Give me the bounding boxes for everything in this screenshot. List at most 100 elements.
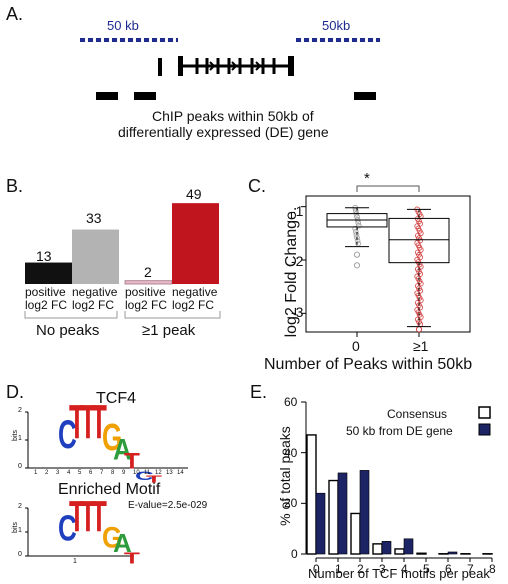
bar xyxy=(403,538,414,555)
logo-letter: T xyxy=(124,448,140,474)
data-point xyxy=(416,295,423,301)
bar xyxy=(394,548,405,555)
bar-label: 49 xyxy=(186,186,202,202)
legend-swatch-consensus xyxy=(478,406,491,419)
data-point xyxy=(354,234,360,241)
data-point xyxy=(352,225,359,232)
logo-y-tick: 0 xyxy=(18,551,22,558)
logo-position: 4 xyxy=(67,470,71,476)
logo-letter: T xyxy=(80,490,96,542)
logo-position: 9 xyxy=(122,470,126,476)
outlier-point xyxy=(353,262,361,269)
x-tick-label: 0 xyxy=(352,338,360,354)
significance-star: * xyxy=(364,170,370,187)
logo-position: 8 xyxy=(111,470,115,476)
y-tick-label: 0 xyxy=(291,547,298,561)
panel-c-letter: C. xyxy=(248,176,266,196)
category-label: positive log2 FC xyxy=(25,286,67,312)
panel-a-caption-line2: differentially expressed (DE) gene xyxy=(118,124,329,140)
logo-letter: T xyxy=(146,473,162,485)
logo-letter: T xyxy=(69,490,85,542)
significance-bracket xyxy=(356,185,420,192)
bar xyxy=(372,543,383,555)
x-tick-label: 8 xyxy=(489,562,496,576)
bar xyxy=(447,551,458,555)
panel-e-ylabel: % of total peaks xyxy=(277,426,293,526)
x-tick-label: 1 xyxy=(335,562,342,576)
data-point xyxy=(415,275,422,282)
bar-label: 33 xyxy=(86,210,102,226)
plot-frame xyxy=(305,195,471,333)
bar-label: 2 xyxy=(144,264,152,280)
logo-position: 2 xyxy=(45,470,49,476)
category-label: negative log2 FC xyxy=(72,286,117,312)
outlier-point xyxy=(353,251,361,258)
panel-a-caption-line1: ChIP peaks within 50kb of xyxy=(152,108,314,124)
panel-d-letter: D. xyxy=(6,382,24,402)
bar xyxy=(350,512,361,555)
box xyxy=(388,217,450,264)
motif2-title: Enriched Motif xyxy=(58,481,161,498)
data-point xyxy=(352,228,359,235)
panel-c-xlabel: Number of Peaks within 50kb xyxy=(264,356,473,373)
legend-de-label: 50 kb from DE gene xyxy=(346,424,453,438)
motif1-title: TCF4 xyxy=(96,390,136,407)
logo-letter: C xyxy=(135,469,154,483)
data-point xyxy=(414,256,421,263)
logo-y-tick: 2 xyxy=(18,503,22,510)
logo-position: 5 xyxy=(78,470,82,476)
logo-position: 6 xyxy=(89,470,93,476)
logo-position: 12 xyxy=(155,470,162,476)
y-tick-label: -2 xyxy=(291,253,304,269)
logo-position: 7 xyxy=(100,470,104,476)
y-tick-label: -1 xyxy=(291,203,304,219)
legend-consensus-label: Consensus xyxy=(387,407,448,421)
left-window-label: 50 kb xyxy=(107,18,139,33)
logo-letter: A xyxy=(113,528,132,558)
category-label-line: positive xyxy=(125,285,166,299)
category-label-line: log2 FC xyxy=(72,298,115,312)
group-bracket xyxy=(124,311,221,319)
logo-y-tick: 2 xyxy=(18,407,22,414)
category-label-line: log2 FC xyxy=(125,298,168,312)
x-tick-label: 2 xyxy=(357,562,364,576)
bar-label: 13 xyxy=(36,248,52,264)
category-label: negative log2 FC xyxy=(172,286,217,312)
y-tick-label: 60 xyxy=(284,395,298,409)
bar xyxy=(306,434,317,555)
data-point xyxy=(416,228,423,234)
panel-e-xlabel: Number of TCF motifs per peak xyxy=(308,566,490,581)
bar xyxy=(328,479,339,555)
gene-exon-start xyxy=(158,58,162,76)
data-point xyxy=(416,285,422,292)
data-point xyxy=(355,240,362,247)
chip-peak xyxy=(96,92,118,100)
evalue-label: E-value=2.5e-029 xyxy=(128,500,208,511)
logo-letter: T xyxy=(69,394,85,450)
category-label-line: negative xyxy=(72,285,118,299)
panel-b-letter: B. xyxy=(6,176,24,196)
logo-letter: T xyxy=(91,394,107,450)
category-label-line: positive xyxy=(25,285,66,299)
data-point xyxy=(416,218,422,225)
logo-letter: A xyxy=(113,431,132,467)
logo-letter: G xyxy=(102,519,123,555)
data-point xyxy=(417,247,424,253)
logo-letter: T xyxy=(91,490,107,542)
bar xyxy=(381,541,392,555)
bar xyxy=(315,492,326,555)
data-point xyxy=(354,237,361,244)
data-point xyxy=(417,237,424,244)
group-label: ≥1 peak xyxy=(142,322,196,339)
logo-position: 14 xyxy=(177,470,184,476)
category-label-line: negative xyxy=(172,285,218,299)
y-tick-label: 40 xyxy=(284,445,298,460)
bar xyxy=(359,470,370,555)
chip-peak xyxy=(354,92,376,100)
y-tick-label: 20 xyxy=(284,496,298,511)
right-window-label: 50kb xyxy=(322,18,351,33)
x-tick-label: 7 xyxy=(467,562,474,576)
logo-letter: G xyxy=(102,415,123,459)
